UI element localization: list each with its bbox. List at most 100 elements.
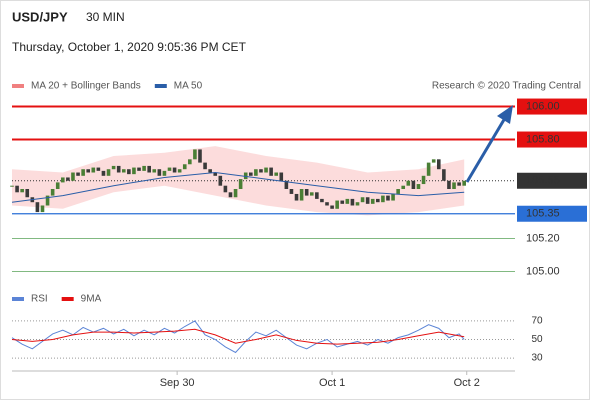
candle [330, 205, 334, 209]
candle [208, 169, 212, 173]
candle [10, 185, 14, 187]
forecast-arrow [465, 117, 507, 183]
candle [269, 167, 273, 176]
candle [457, 182, 461, 186]
x-tick-label: Sep 30 [160, 377, 195, 389]
candle [406, 180, 411, 186]
candle [106, 169, 111, 176]
arrow-head [497, 105, 513, 124]
rsi-panel: RSI 9MA 70 50 30 Sep 30 Oct 1 Oct 2 [11, 294, 543, 389]
candle [45, 195, 50, 206]
candle [365, 197, 370, 204]
level-box [517, 98, 587, 115]
candle [193, 149, 197, 160]
candle [157, 169, 162, 176]
candle [447, 180, 451, 189]
level-box [517, 131, 587, 148]
candle [284, 180, 289, 189]
level-box [517, 172, 587, 189]
symbol: USD/JPY [12, 9, 68, 24]
candle [401, 185, 406, 189]
candle [436, 159, 441, 170]
candle [188, 159, 192, 165]
candle [15, 185, 19, 193]
candle [55, 182, 60, 189]
candle [350, 198, 355, 206]
candle [254, 169, 258, 176]
candle [91, 167, 96, 173]
level-label: 106.00 [526, 100, 560, 112]
candle [325, 202, 329, 206]
candle [345, 198, 350, 204]
candle [198, 149, 202, 163]
candle [177, 169, 182, 173]
candle [304, 189, 309, 196]
candle [243, 172, 248, 180]
candle [162, 170, 167, 176]
candle [86, 169, 91, 173]
ma50-line [11, 172, 465, 203]
candle [223, 185, 228, 193]
level-label: 105.00 [526, 265, 560, 277]
candle [132, 167, 136, 175]
legend-swatch [12, 297, 24, 301]
candle [50, 189, 55, 196]
candle [127, 169, 131, 175]
candle [376, 198, 380, 203]
candle [264, 167, 268, 173]
candle [137, 167, 141, 171]
candle [442, 169, 446, 181]
y-tick-label: 50 [531, 334, 543, 345]
ma9-line [11, 328, 465, 345]
candle [182, 164, 187, 170]
candle [111, 165, 116, 170]
candle [309, 192, 314, 196]
candle [248, 172, 253, 176]
candle [203, 162, 207, 170]
candle [274, 172, 279, 176]
candle [218, 175, 223, 186]
candle [228, 192, 233, 198]
legend-swatch [154, 84, 167, 88]
candle [411, 180, 416, 189]
candle [61, 177, 65, 183]
legend-label: MA 50 [174, 81, 203, 92]
candle [294, 193, 299, 201]
candle [96, 167, 101, 171]
interval: 30 MIN [86, 10, 125, 24]
candle [315, 192, 319, 199]
level-label: 105.55 [526, 175, 560, 187]
candle [25, 189, 30, 198]
candle [142, 165, 146, 171]
candle [396, 189, 400, 194]
candle [335, 200, 339, 209]
candle [167, 167, 172, 171]
candle [172, 167, 177, 173]
bollinger-band [12, 146, 465, 216]
candle [421, 175, 426, 185]
candle [35, 202, 40, 213]
legend-swatch [61, 297, 74, 301]
candle [289, 189, 294, 194]
candle [152, 169, 157, 173]
candle [381, 195, 385, 203]
credit: Research © 2020 Trading Central [432, 81, 581, 92]
candle [238, 179, 243, 189]
candle [101, 170, 106, 176]
candle [121, 169, 126, 173]
y-tick-label: 70 [531, 316, 543, 327]
candle [370, 198, 375, 204]
candle [299, 189, 304, 201]
candle [355, 202, 360, 206]
candle [386, 195, 390, 201]
x-tick-label: Oct 2 [454, 377, 480, 389]
datetime: Thursday, October 1, 2020 9:05:36 PM CET [12, 40, 247, 54]
level-label: 105.35 [526, 208, 560, 220]
candle [147, 165, 151, 173]
candle [213, 172, 218, 176]
candle [452, 182, 456, 189]
candle [431, 159, 436, 163]
candle [340, 200, 345, 204]
candle [360, 197, 365, 203]
